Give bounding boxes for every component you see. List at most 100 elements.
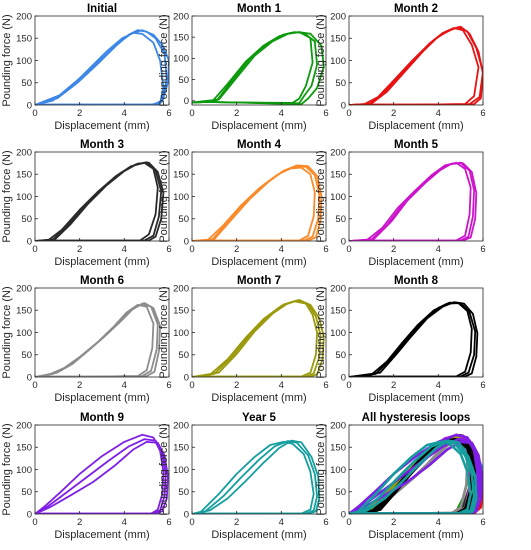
y-tick-label: 50 <box>21 214 32 225</box>
plot-area <box>35 288 169 377</box>
x-tick-label: 4 <box>279 244 284 255</box>
x-tick-label: 0 <box>346 380 351 391</box>
x-axis-label: Displacement (mm) <box>211 256 306 268</box>
x-axis-label: Displacement (mm) <box>211 120 306 132</box>
y-tick-label: 50 <box>335 214 346 225</box>
y-tick-label: 50 <box>178 350 189 361</box>
hysteresis-loop-33 <box>349 439 478 514</box>
y-tick-label: 100 <box>16 192 32 203</box>
y-axis-label: Pounding force (N) <box>315 14 327 106</box>
subplot-title: Month 1 <box>237 3 282 15</box>
axes-box <box>191 15 327 106</box>
x-tick-label: 4 <box>122 244 127 255</box>
y-tick-label: 100 <box>330 328 346 339</box>
subplot-title: Initial <box>87 3 117 15</box>
x-tick-label: 6 <box>323 380 328 391</box>
plot-area <box>349 288 483 377</box>
x-tick-label: 6 <box>166 244 171 255</box>
y-tick-label: 100 <box>173 328 189 339</box>
x-tick-label: 4 <box>279 517 284 528</box>
y-tick-label: 200 <box>330 147 346 158</box>
subplot-initial: 0 2 4 6 0 50 100 150 200 Initial Displacement (mm)… <box>1 3 172 132</box>
x-tick-label: 2 <box>234 244 239 255</box>
x-tick-label: 0 <box>32 108 37 119</box>
y-tick-label: 0 <box>27 100 32 111</box>
x-tick-label: 4 <box>436 108 441 119</box>
hysteresis-loop-3 <box>349 25 483 105</box>
subplot-title: Year 5 <box>242 412 276 424</box>
x-tick-label: 2 <box>234 517 239 528</box>
y-tick-label: 150 <box>330 34 346 45</box>
x-tick-label: 2 <box>391 380 396 391</box>
y-tick-label: 200 <box>16 420 32 431</box>
x-tick-label: 0 <box>189 517 194 528</box>
x-tick-label: 0 <box>346 108 351 119</box>
y-tick-label: 150 <box>330 443 346 454</box>
series-group <box>192 439 321 514</box>
x-tick-label: 2 <box>77 380 82 391</box>
y-tick-label: 50 <box>178 214 189 225</box>
x-tick-label: 4 <box>436 244 441 255</box>
x-tick-label: 6 <box>166 380 171 391</box>
y-tick-label: 200 <box>330 283 346 294</box>
y-tick-label: 50 <box>335 78 346 89</box>
x-tick-label: 2 <box>77 244 82 255</box>
y-axis-label: Pounding force (N) <box>315 286 327 378</box>
x-tick-label: 0 <box>189 244 194 255</box>
y-tick-label: 100 <box>16 465 32 476</box>
y-tick-label: 200 <box>173 283 189 294</box>
y-tick-label: 200 <box>173 11 189 22</box>
y-axis-label: Pounding force (N) <box>158 423 170 515</box>
y-tick-label: 100 <box>173 465 189 476</box>
x-tick-label: 4 <box>436 517 441 528</box>
y-tick-label: 100 <box>173 54 189 65</box>
x-tick-label: 4 <box>436 380 441 391</box>
y-tick-label: 0 <box>341 509 346 520</box>
y-tick-label: 200 <box>173 420 189 431</box>
x-tick-label: 2 <box>391 108 396 119</box>
subplot-year-5: 0 2 4 6 0 50 100 150 200 Year 5 Displacement (mm) P… <box>158 412 329 541</box>
x-tick-label: 2 <box>234 108 239 119</box>
x-tick-label: 6 <box>166 517 171 528</box>
y-tick-label: 150 <box>330 170 346 181</box>
subplot-month-9: 0 2 4 6 0 50 100 150 200 Month 9 Displacement (mm)… <box>1 412 172 541</box>
plot-area <box>35 152 169 241</box>
y-tick-label: 100 <box>16 328 32 339</box>
x-tick-label: 6 <box>166 108 171 119</box>
hysteresis-loop-3 <box>35 440 169 514</box>
subplot-title: Month 6 <box>80 275 124 287</box>
x-tick-label: 2 <box>391 244 396 255</box>
y-tick-label: 200 <box>330 420 346 431</box>
subplot-title: Month 8 <box>394 275 439 287</box>
x-axis-label: Displacement (mm) <box>368 392 463 404</box>
x-tick-label: 0 <box>32 517 37 528</box>
y-tick-label: 0 <box>184 236 189 247</box>
y-tick-label: 50 <box>21 350 32 361</box>
y-tick-label: 0 <box>341 236 346 247</box>
subplot-title: Month 3 <box>80 139 124 151</box>
y-tick-label: 50 <box>335 487 346 498</box>
x-tick-label: 0 <box>346 517 351 528</box>
y-tick-label: 50 <box>21 487 32 498</box>
y-axis-label: Pounding force (N) <box>315 423 327 515</box>
subplot-month-2: 0 2 4 6 0 50 100 150 200 Month 2 Displacement (mm)… <box>315 3 486 132</box>
x-tick-label: 0 <box>32 380 37 391</box>
y-tick-label: 150 <box>173 306 189 317</box>
x-tick-label: 6 <box>323 244 328 255</box>
subplot-month-1: 0 2 4 6 0 50 100 150 200 Month 1 Displacement (mm)… <box>158 3 329 132</box>
x-tick-label: 6 <box>480 380 485 391</box>
y-tick-label: 50 <box>21 78 32 89</box>
plot-area <box>192 288 326 377</box>
x-axis-label: Displacement (mm) <box>211 392 306 404</box>
subplot-month-6: 0 2 4 6 0 50 100 150 200 Month 6 Displacement (mm)… <box>1 275 172 404</box>
hysteresis-loop-3 <box>35 302 162 377</box>
x-tick-label: 2 <box>234 380 239 391</box>
subplot-month-7: 0 2 4 6 0 50 100 150 200 Month 7 Displacement (mm)… <box>158 275 329 404</box>
y-tick-label: 0 <box>341 100 346 111</box>
y-axis-label: Pounding force (N) <box>158 286 170 378</box>
x-tick-label: 6 <box>323 517 328 528</box>
y-tick-label: 0 <box>27 509 32 520</box>
subplot-title: Month 7 <box>237 275 281 287</box>
x-tick-label: 4 <box>279 380 284 391</box>
